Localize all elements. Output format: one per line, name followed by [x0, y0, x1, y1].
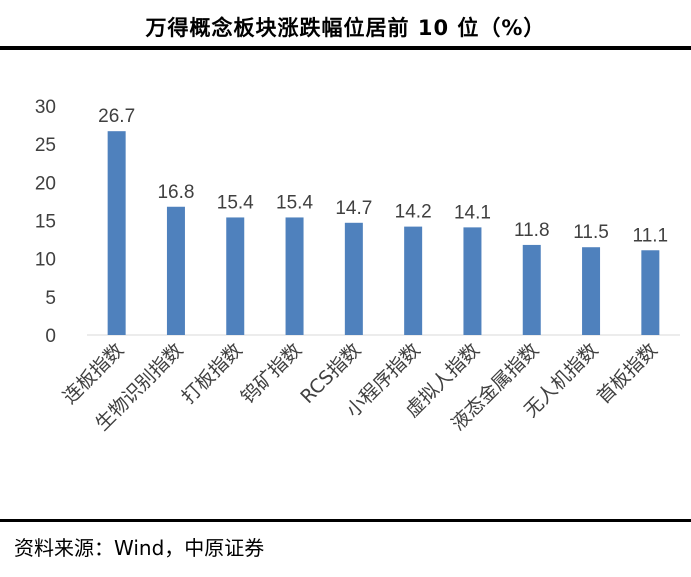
y-tick-label: 20	[35, 173, 56, 194]
data-label: 14.7	[335, 198, 372, 219]
data-label: 11.8	[514, 220, 550, 241]
top-rule	[0, 46, 691, 50]
bar	[641, 250, 660, 335]
bar	[582, 247, 601, 335]
chart-title: 万得概念板块涨跌幅位居前 10 位（%）	[145, 16, 546, 40]
y-tick-label: 15	[35, 212, 56, 233]
bar	[463, 227, 482, 335]
data-label: 15.4	[276, 192, 313, 213]
data-label: 11.1	[633, 225, 669, 246]
data-label: 11.5	[573, 222, 609, 243]
bar	[226, 217, 245, 335]
y-tick-label: 10	[35, 250, 56, 271]
data-label: 26.7	[98, 106, 135, 127]
bar	[107, 131, 126, 335]
source-note: 资料来源：Wind，中原证券	[14, 536, 265, 560]
bar	[285, 217, 304, 335]
bar	[344, 222, 363, 335]
category-label: 打板指数	[177, 339, 246, 408]
data-label: 14.2	[395, 202, 432, 223]
data-label: 16.8	[157, 182, 194, 203]
data-label: 14.1	[454, 202, 491, 223]
y-tick-label: 5	[45, 288, 56, 309]
y-tick-label: 0	[45, 326, 56, 347]
bar	[166, 206, 185, 335]
category-label: 首板指数	[593, 339, 662, 408]
bar	[522, 244, 541, 335]
y-tick-label: 30	[35, 97, 56, 118]
y-tick-label: 25	[35, 135, 56, 156]
bar	[404, 226, 423, 335]
data-label: 15.4	[217, 192, 254, 213]
category-label: 钨矿指数	[237, 339, 306, 408]
bottom-rule	[0, 519, 691, 522]
